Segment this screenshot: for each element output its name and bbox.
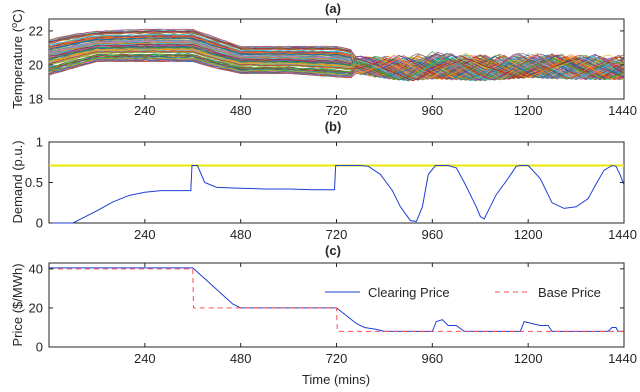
panel-b-y-tick-label: 0.5 — [25, 175, 43, 190]
legend-label-base: Base Price — [538, 285, 601, 300]
panel-a-x-tick-label: 1200 — [514, 103, 543, 118]
temperature-trace — [48, 39, 625, 82]
panel-b-y-ticks: 00.51 — [25, 135, 624, 231]
panel-c-title: (c) — [325, 243, 341, 258]
temperature-trace — [48, 43, 625, 82]
legend-label-clearing: Clearing Price — [368, 285, 450, 300]
panel-c-y-tick-label: 20 — [29, 300, 43, 315]
panel-b-x-tick-label: 480 — [230, 227, 252, 242]
temperature-trace — [48, 33, 625, 81]
legend: Clearing Price Base Price — [318, 280, 604, 304]
panel-c-x-tick-label: 480 — [230, 351, 252, 366]
panel-b-ylabel: Demand (p.u.) — [10, 140, 25, 223]
panel-c-x-tick-label: 240 — [134, 351, 156, 366]
panel-c-y-tick-label: 40 — [29, 261, 43, 276]
panel-a-x-tick-label: 720 — [326, 103, 348, 118]
panel-a-x-tick-label: 960 — [421, 103, 443, 118]
panel-c-xlabel: Time (mins) — [302, 372, 370, 387]
panel-a-ylabel: Temperature (oC) — [9, 9, 25, 109]
panel-c-x-tick-label: 1200 — [514, 351, 543, 366]
temperature-trace — [48, 37, 625, 80]
panel-a-title: (a) — [325, 1, 341, 16]
panel-a-x-tick-label: 480 — [230, 103, 252, 118]
panel-b-x-tick-label: 1200 — [514, 227, 543, 242]
panel-c-x-tick-label: 1440 — [608, 351, 637, 366]
panel-c-axes-box — [48, 262, 625, 348]
temperature-trace — [48, 50, 625, 81]
panel-b-y-tick-label: 0 — [36, 216, 43, 231]
panel-a-ylabel-unit: C) — [10, 9, 25, 23]
panel-c-y-ticks: 0 20 40 — [29, 261, 624, 355]
temperature-trace — [48, 36, 625, 80]
legend-box — [318, 280, 604, 304]
panel-c-x-ticks: 240 480 720 960 1200 1440 — [134, 263, 637, 366]
temperature-trace — [48, 44, 625, 80]
temperature-trace — [48, 35, 625, 81]
panel-b-y-tick-label: 1 — [36, 135, 43, 150]
panel-a: (a) 240 480 720 960 1200 1440 18 20 22 Temperat… — [9, 1, 637, 118]
panel-a-y-tick-label: 18 — [29, 92, 43, 107]
panel-b-x-tick-label: 960 — [421, 227, 443, 242]
temperature-trace — [48, 28, 625, 80]
panel-c: (c) 240 480 720 960 1200 1440 0 20 40 Price ($/… — [10, 243, 637, 387]
panel-a-ylabel-text: Temperature ( — [10, 27, 25, 109]
panel-a-y-tick-label: 22 — [29, 23, 43, 38]
panel-b-x-ticks: 240 480 720 960 1200 1440 — [134, 142, 637, 242]
panel-a-y-tick-label: 20 — [29, 57, 43, 72]
panel-a-x-ticks: 240 480 720 960 1200 1440 — [134, 19, 637, 118]
panel-c-x-tick-label: 720 — [326, 351, 348, 366]
panel-c-ylabel: Price ($/MWh) — [10, 263, 25, 346]
panel-a-y-ticks: 18 20 22 — [29, 23, 624, 107]
panel-b-series-line-1 — [49, 164, 625, 224]
panel-b-axes-box — [48, 141, 625, 224]
temperature-trace — [48, 42, 625, 80]
panel-b-title: (b) — [325, 119, 342, 134]
temperature-trace — [48, 51, 625, 81]
temperature-trace — [48, 59, 625, 81]
panel-c-y-tick-label: 0 — [36, 340, 43, 355]
panel-a-x-tick-label: 1440 — [608, 103, 637, 118]
temperature-trace — [48, 30, 625, 80]
panel-a-traces — [48, 28, 625, 82]
panel-a-ylabel-superscript: o — [9, 23, 19, 28]
panel-b-x-tick-label: 240 — [134, 227, 156, 242]
panel-b-x-tick-label: 720 — [326, 227, 348, 242]
panel-c-series-line-0 — [49, 267, 624, 332]
temperature-trace — [48, 54, 625, 81]
panel-c-series — [49, 267, 624, 332]
temperature-trace — [48, 46, 625, 81]
panel-b-series — [49, 164, 625, 224]
panel-c-x-tick-label: 960 — [421, 351, 443, 366]
panel-b: (b) 240 480 720 960 1200 1440 00.51 Demand (p… — [10, 119, 637, 242]
panel-b-x-tick-label: 1440 — [608, 227, 637, 242]
temperature-trace — [48, 57, 625, 81]
panel-a-x-tick-label: 240 — [134, 103, 156, 118]
